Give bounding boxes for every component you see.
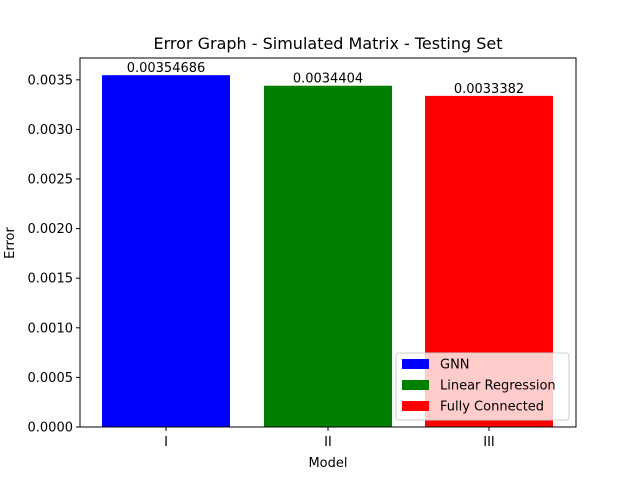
x-tick-label: III <box>483 435 495 450</box>
bar-I <box>102 75 230 427</box>
y-tick-label: 0.0005 <box>28 371 74 386</box>
legend-label: GNN <box>440 358 470 373</box>
data-label-II: 0.0034404 <box>293 72 363 87</box>
data-label-III: 0.0033382 <box>454 82 524 97</box>
data-label-I: 0.00354686 <box>127 61 206 76</box>
chart-title: Error Graph - Simulated Matrix - Testing… <box>154 34 503 53</box>
x-axis-label: Model <box>308 456 347 471</box>
x-tick-label: I <box>164 435 168 450</box>
y-tick-label: 0.0030 <box>28 123 74 138</box>
y-tick-label: 0.0010 <box>28 321 74 336</box>
bar-II <box>264 85 392 428</box>
legend-label: Fully Connected <box>440 400 544 415</box>
legend-swatch <box>402 401 429 411</box>
legend: GNN Linear Regression Fully Connected <box>395 352 570 421</box>
y-tick-label: 0.0000 <box>28 421 74 436</box>
axis-ticks-group: I II III0.00000.00050.00100.00150.00200.00… <box>28 73 495 450</box>
legend-swatch <box>402 359 429 369</box>
x-tick-label: II <box>324 435 332 450</box>
plot-frame <box>79 57 577 428</box>
y-axis-label: Error <box>3 227 18 259</box>
legend-box <box>395 352 570 421</box>
y-tick-label: 0.0020 <box>28 222 74 237</box>
legend-swatch <box>402 380 429 390</box>
y-tick-label: 0.0035 <box>28 73 74 88</box>
y-tick-label: 0.0025 <box>28 173 74 188</box>
y-tick-label: 0.0015 <box>28 272 74 287</box>
legend-label: Linear Regression <box>440 379 556 394</box>
